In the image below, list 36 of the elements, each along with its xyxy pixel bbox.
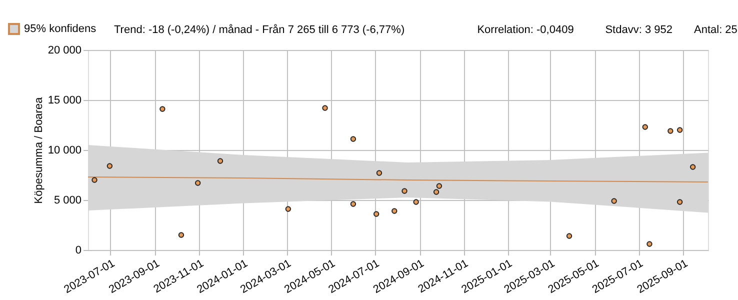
text: Stdavv: 3 952 xyxy=(605,24,672,36)
y-tick-label: 5 000 xyxy=(54,194,82,206)
point xyxy=(322,105,328,111)
point xyxy=(402,188,408,194)
text: Trend: -18 (-0,24%) / månad - Från 7 265 till 6 773 (-6,77%) xyxy=(114,24,405,36)
point xyxy=(160,106,166,112)
y-tick-label: 0 xyxy=(75,244,82,256)
point xyxy=(92,177,98,183)
point xyxy=(413,199,419,205)
point xyxy=(611,198,617,204)
y-tick-label: 15 000 xyxy=(48,94,82,106)
point xyxy=(106,163,113,169)
y-axis-title: Köpesumma / Boarea xyxy=(32,96,45,204)
point xyxy=(373,211,380,217)
point xyxy=(676,127,683,133)
point xyxy=(646,241,652,247)
point xyxy=(392,208,398,214)
point xyxy=(668,128,674,134)
y-tick-label: 20 000 xyxy=(48,44,82,56)
point xyxy=(285,206,292,212)
point xyxy=(217,158,224,164)
point xyxy=(350,136,356,142)
text: Antal: 25 xyxy=(694,24,738,36)
point xyxy=(350,201,356,207)
point xyxy=(194,180,201,186)
point xyxy=(642,124,648,130)
point xyxy=(566,233,572,239)
point xyxy=(436,183,442,189)
point xyxy=(178,232,184,238)
point xyxy=(433,189,440,195)
point xyxy=(690,164,696,170)
point xyxy=(676,199,683,205)
legend-label: 95% konfidens xyxy=(24,23,97,35)
y-tick-label: 10 000 xyxy=(48,144,82,156)
point xyxy=(376,170,382,176)
text: Korrelation: -0,0409 xyxy=(477,24,574,36)
